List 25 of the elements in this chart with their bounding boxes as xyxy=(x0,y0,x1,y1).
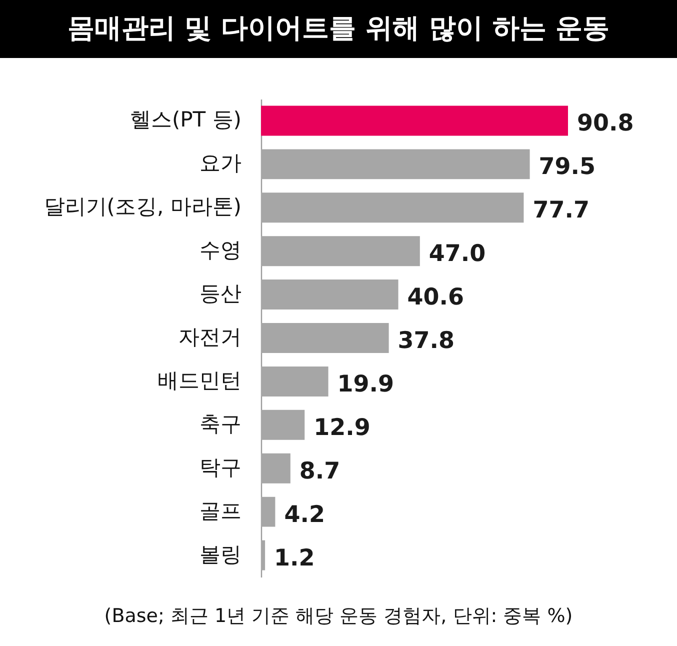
data-label: 19.9 xyxy=(337,371,394,398)
y-tick-label: 탁구 xyxy=(200,455,242,480)
data-label: 1.2 xyxy=(274,545,315,572)
data-label: 77.7 xyxy=(532,198,590,224)
y-tick-label: 수영 xyxy=(200,238,242,262)
data-label: 40.6 xyxy=(407,284,464,311)
bar xyxy=(261,106,568,136)
y-tick-label: 등산 xyxy=(200,282,242,306)
y-tick-label: 헬스(PT 등) xyxy=(130,108,242,132)
data-label: 12.9 xyxy=(314,414,370,441)
data-label: 47.0 xyxy=(428,241,486,268)
y-tick-label: 축구 xyxy=(200,412,242,436)
data-label: 4.2 xyxy=(284,502,325,528)
y-tick-label: 자전거 xyxy=(178,325,242,349)
data-label: 8.7 xyxy=(299,458,340,484)
text: (Base; 최근 1년 기준 해당 운동 경험자, 단위: 중복 %) xyxy=(103,604,574,629)
y-tick-label: 골프 xyxy=(200,498,242,523)
y-tick-label: 배드민턴 xyxy=(158,368,242,392)
chart-title: 몸매관리 및 다이어트를 위해 많이 하는 운동 xyxy=(0,0,677,58)
y-tick-label: 달리기(조깅, 마라톤) xyxy=(44,194,242,219)
y-tick-label: 요가 xyxy=(200,151,242,176)
data-label: 79.5 xyxy=(538,154,596,180)
data-label: 37.8 xyxy=(398,328,455,354)
data-label: 90.8 xyxy=(577,110,634,137)
y-tick-label: 볼링 xyxy=(200,542,242,566)
